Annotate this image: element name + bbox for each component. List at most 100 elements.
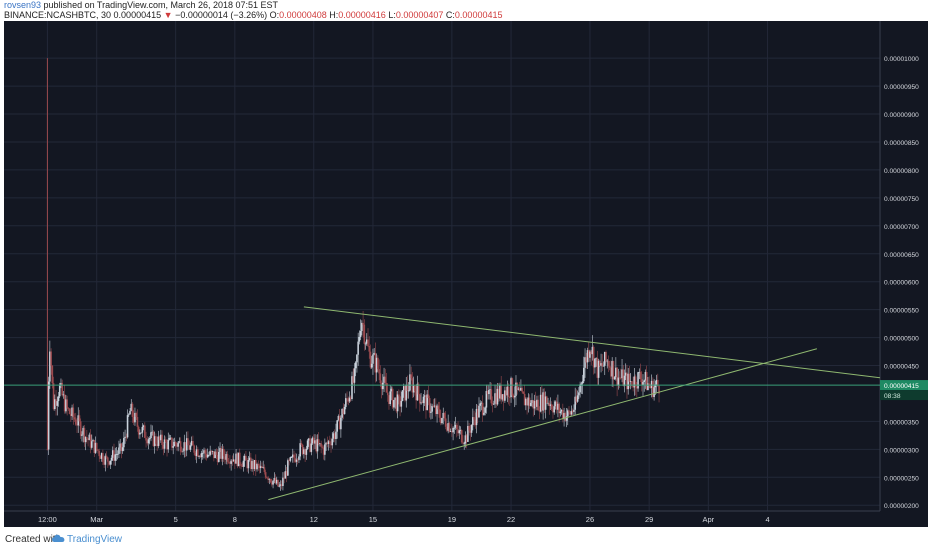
candle-body — [617, 377, 620, 386]
candle-body — [602, 365, 605, 367]
candle-body — [176, 444, 178, 447]
candle-body — [65, 399, 67, 412]
candle-body — [68, 408, 71, 414]
candle-body — [378, 369, 380, 374]
candle-body — [55, 399, 57, 406]
candle-body — [248, 457, 251, 461]
candle-body — [354, 362, 357, 369]
candle-body — [158, 436, 161, 441]
candle-body — [451, 431, 453, 433]
candle-body — [164, 439, 167, 443]
candle-body — [600, 363, 602, 366]
candle-body — [377, 357, 379, 370]
candle-body — [282, 477, 284, 486]
down-arrow-icon: ▼ — [163, 10, 173, 20]
candle-body — [103, 461, 105, 465]
candle-body — [544, 396, 547, 410]
candle-body — [306, 440, 309, 449]
candle-body — [94, 442, 97, 453]
candle-body — [291, 454, 294, 457]
chart-header: rovsen93 published on TradingView.com, M… — [0, 0, 932, 20]
candle-body — [179, 441, 182, 452]
candle-body — [284, 471, 287, 479]
candle-body — [648, 383, 650, 386]
candle-body — [140, 432, 142, 434]
candle-body — [198, 456, 200, 457]
candle-body — [120, 443, 123, 451]
candle-body — [497, 388, 500, 399]
candle-body — [300, 443, 303, 445]
candle-body — [443, 412, 446, 419]
candle-body — [576, 395, 579, 402]
candle-body — [127, 414, 130, 416]
candle-body — [539, 394, 542, 412]
candle-body — [563, 413, 565, 420]
candle-body — [507, 386, 510, 397]
candle-body — [574, 396, 576, 410]
candle-body — [205, 453, 208, 458]
x-tick-label: Mar — [90, 515, 103, 524]
candle-body — [591, 346, 594, 355]
author-link[interactable]: rovsen93 — [4, 0, 42, 10]
candle-body — [425, 395, 427, 411]
candle-body — [410, 374, 412, 379]
candle-body — [605, 351, 607, 362]
candle-body — [656, 379, 659, 386]
candle-body — [89, 434, 92, 448]
candle-body — [603, 351, 606, 366]
candle-body — [458, 430, 461, 434]
candle-body — [301, 444, 304, 454]
candle-body — [491, 403, 494, 405]
price-chart[interactable]: 0.00001000 0.00000950 0.00000900 0.00000850… — [4, 21, 928, 527]
candle-body — [499, 384, 501, 399]
candle-body — [394, 397, 396, 401]
candle-body — [541, 394, 543, 411]
candle-body — [581, 381, 584, 384]
candle-body — [95, 442, 98, 450]
candle-body — [370, 363, 373, 368]
candle-body — [638, 372, 641, 373]
y-tick-label: 0.00000950 — [884, 84, 919, 91]
candle-body — [566, 410, 569, 417]
candle-body — [647, 383, 649, 391]
candle-body — [160, 434, 162, 441]
candle-body — [570, 410, 573, 415]
trendline-lower[interactable] — [268, 348, 817, 501]
chart-area[interactable]: 0.00001000 0.00000950 0.00000900 0.00000850… — [4, 21, 928, 527]
candle-body — [536, 399, 538, 407]
trendline-upper[interactable] — [303, 306, 881, 379]
y-tick-label: 0.00001000 — [884, 56, 919, 63]
candle-body — [486, 390, 489, 395]
candle-body — [74, 419, 77, 425]
candle-body — [449, 431, 452, 432]
candle-body — [172, 446, 174, 448]
candle-body — [178, 441, 181, 443]
candle-body — [369, 351, 372, 368]
candle-body — [330, 443, 332, 446]
candle-body — [262, 467, 264, 469]
candle-body — [462, 442, 464, 444]
candle-body — [131, 403, 134, 417]
candle-body — [427, 394, 430, 399]
candle-body — [132, 416, 135, 423]
candle-body — [190, 440, 193, 446]
candle-body — [98, 450, 100, 457]
y-tick-label: 0.00000750 — [884, 196, 919, 203]
candle-body — [455, 424, 458, 430]
candle-body — [296, 459, 299, 461]
candle-body — [606, 360, 609, 362]
candle-body — [92, 440, 94, 442]
candle-body — [379, 373, 382, 384]
candle-body — [162, 445, 165, 449]
candle-body — [62, 394, 65, 396]
candle-body — [77, 415, 80, 426]
candle-body — [274, 478, 277, 484]
candle-body — [583, 367, 585, 382]
candle-body — [420, 402, 422, 404]
candle-body — [398, 394, 400, 397]
candle-body — [578, 392, 580, 396]
tradingview-brand[interactable]: TradingView — [67, 534, 123, 545]
candle-body — [243, 455, 246, 461]
candle-body — [549, 404, 552, 407]
candle-body — [111, 450, 114, 458]
